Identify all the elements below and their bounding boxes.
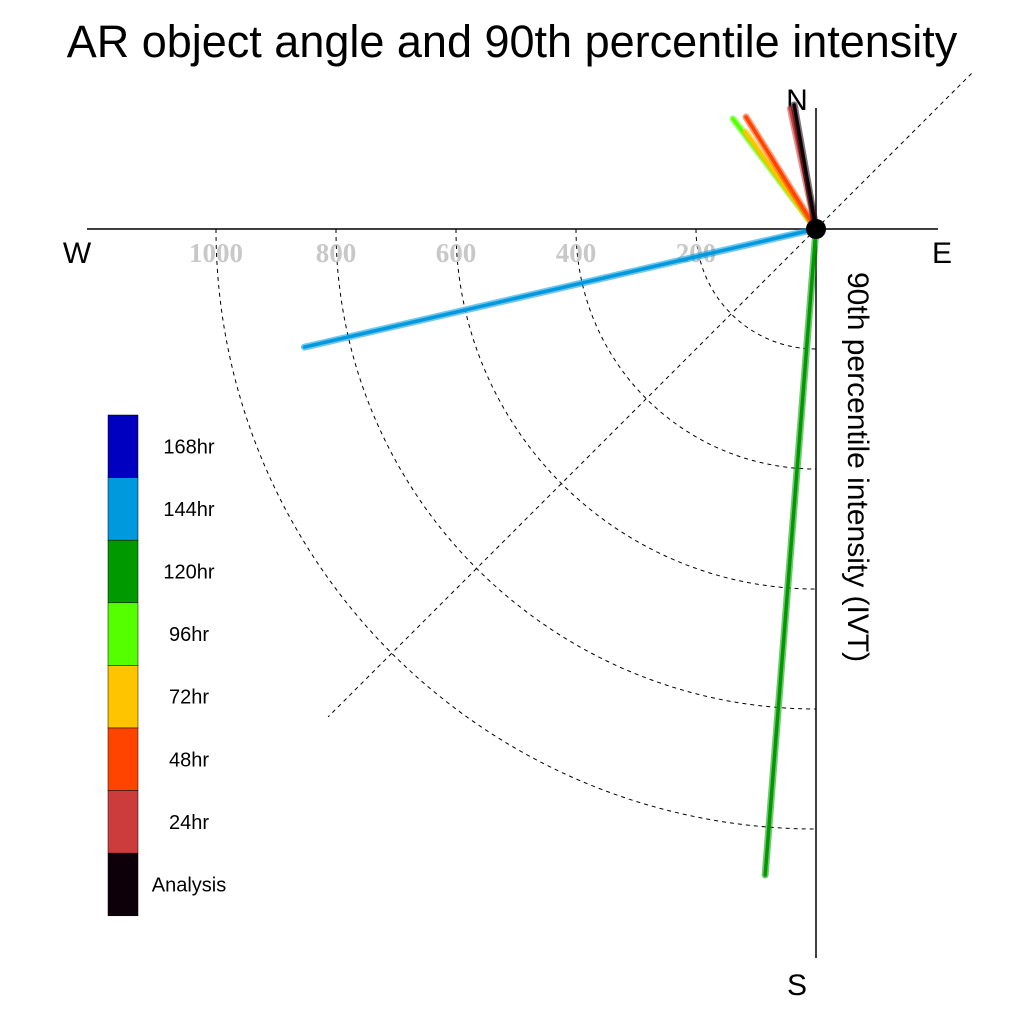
vector-analysis xyxy=(790,101,820,233)
legend-label-24hr: 24hr xyxy=(169,812,209,834)
south-label: S xyxy=(787,969,807,1002)
radial-tick-600: 600 xyxy=(436,238,477,268)
vector-120hr xyxy=(761,225,820,879)
legend-label-120hr: 120hr xyxy=(163,562,214,584)
legend-swatch-144hr xyxy=(107,477,139,541)
legend-label-168hr: 168hr xyxy=(163,436,214,458)
radial-tick-1000: 1000 xyxy=(189,238,243,268)
vector-48hr xyxy=(742,113,820,233)
chart-title: AR object angle and 90th percentile inte… xyxy=(67,16,958,67)
west-label: W xyxy=(63,237,92,270)
east-label: E xyxy=(932,237,952,270)
diagonal-sw xyxy=(327,228,817,718)
legend-label-144hr: 144hr xyxy=(163,499,214,521)
legend-swatch-72hr xyxy=(107,665,139,729)
legend-swatch-24hr xyxy=(107,790,139,854)
legend-swatch-analysis xyxy=(107,852,139,917)
legend: 168hr 144hr 120hr 96hr 72hr 48hr 24hr Analysis xyxy=(107,414,226,917)
legend-label-48hr: 48hr xyxy=(169,749,209,771)
origin-dot xyxy=(806,219,826,239)
legend-label-analysis: Analysis xyxy=(152,875,226,897)
legend-swatch-48hr xyxy=(107,727,139,791)
radial-tick-400: 400 xyxy=(556,238,597,268)
vector-144hr xyxy=(300,225,820,351)
legend-swatch-168hr xyxy=(107,414,139,478)
diagonal-ne xyxy=(815,73,972,230)
radial-tick-800: 800 xyxy=(316,238,357,268)
legend-swatch-96hr xyxy=(107,602,139,666)
vector-series xyxy=(300,101,820,879)
legend-swatch-120hr xyxy=(107,539,139,604)
range-ring-4 xyxy=(335,228,817,710)
range-ring-2 xyxy=(575,228,817,470)
y-axis-label: 90th percentile intensity (IVT) xyxy=(841,272,874,662)
legend-label-72hr: 72hr xyxy=(169,687,209,709)
legend-label-96hr: 96hr xyxy=(169,624,209,646)
